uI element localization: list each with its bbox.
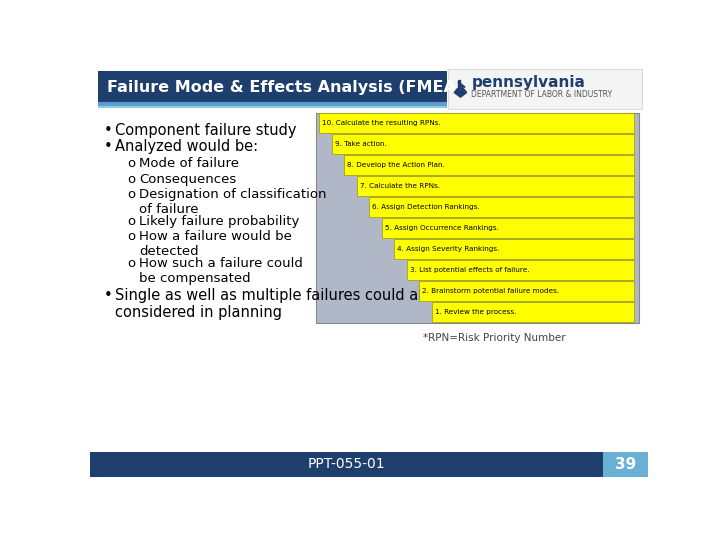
Polygon shape [458, 82, 465, 87]
Text: Likely failure probability: Likely failure probability [139, 215, 300, 228]
Text: o: o [127, 157, 135, 170]
Text: o: o [127, 173, 135, 186]
Text: Analyzed would be:: Analyzed would be: [114, 139, 258, 154]
Text: •: • [104, 288, 113, 303]
FancyBboxPatch shape [316, 112, 639, 323]
Text: How such a failure could
be compensated: How such a failure could be compensated [139, 257, 302, 285]
Text: Designation of classification
of failure: Designation of classification of failure [139, 188, 326, 216]
FancyBboxPatch shape [90, 452, 603, 477]
Text: 2. Brainstorm potential failure modes.: 2. Brainstorm potential failure modes. [423, 288, 559, 294]
Text: Consequences: Consequences [139, 173, 236, 186]
FancyBboxPatch shape [369, 198, 634, 217]
Text: 6. Assign Detection Rankings.: 6. Assign Detection Rankings. [372, 204, 480, 210]
FancyBboxPatch shape [407, 260, 634, 280]
Text: 9. Take action.: 9. Take action. [335, 141, 387, 147]
Text: o: o [127, 257, 135, 271]
Text: Failure Mode & Effects Analysis (FMEA): Failure Mode & Effects Analysis (FMEA) [107, 79, 463, 94]
Text: 8. Develop the Action Plan.: 8. Develop the Action Plan. [348, 162, 445, 168]
FancyBboxPatch shape [382, 218, 634, 238]
Text: 5. Assign Occurrence Rankings.: 5. Assign Occurrence Rankings. [385, 225, 499, 231]
Text: Mode of failure: Mode of failure [139, 157, 239, 170]
Text: 3. List potential effects of failure.: 3. List potential effects of failure. [410, 267, 529, 273]
Text: pennsylvania: pennsylvania [472, 75, 585, 90]
Text: o: o [127, 188, 135, 201]
FancyBboxPatch shape [344, 156, 634, 175]
Text: Single as well as multiple failures could also be
considered in planning: Single as well as multiple failures coul… [114, 288, 462, 321]
FancyBboxPatch shape [332, 134, 634, 154]
Polygon shape [454, 89, 467, 97]
Text: 1. Review the process.: 1. Review the process. [435, 309, 516, 315]
FancyBboxPatch shape [98, 71, 446, 103]
FancyBboxPatch shape [603, 452, 648, 477]
Text: Component failure study: Component failure study [114, 123, 297, 138]
Polygon shape [458, 80, 461, 89]
Text: 7. Calculate the RPNs.: 7. Calculate the RPNs. [360, 183, 440, 189]
FancyBboxPatch shape [320, 113, 634, 133]
Text: *RPN=Risk Priority Number: *RPN=Risk Priority Number [423, 333, 566, 343]
Text: o: o [127, 215, 135, 228]
Text: How a failure would be
detected: How a failure would be detected [139, 231, 292, 258]
Text: PPT-055-01: PPT-055-01 [307, 457, 385, 471]
Text: •: • [104, 123, 113, 138]
Text: o: o [127, 231, 135, 244]
FancyBboxPatch shape [448, 69, 642, 109]
FancyBboxPatch shape [432, 302, 634, 322]
FancyBboxPatch shape [419, 281, 634, 301]
Text: 39: 39 [615, 457, 636, 472]
FancyBboxPatch shape [357, 177, 634, 196]
Text: 10. Calculate the resulting RPNs.: 10. Calculate the resulting RPNs. [323, 120, 441, 126]
Text: DEPARTMENT OF LABOR & INDUSTRY: DEPARTMENT OF LABOR & INDUSTRY [472, 90, 613, 99]
FancyBboxPatch shape [395, 239, 634, 259]
Text: 4. Assign Severity Rankings.: 4. Assign Severity Rankings. [397, 246, 500, 252]
Text: •: • [104, 139, 113, 154]
